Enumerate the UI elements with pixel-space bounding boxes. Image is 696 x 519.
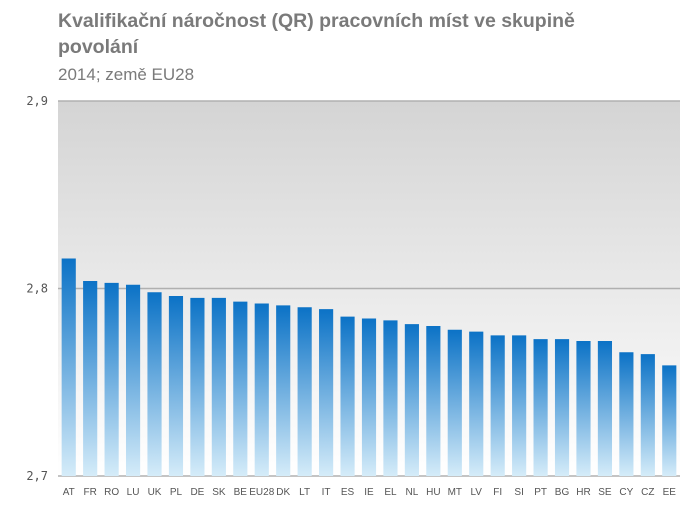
x-tick-label: ES bbox=[341, 487, 355, 498]
x-tick-label: EE bbox=[663, 487, 677, 498]
bar-cy bbox=[619, 352, 634, 476]
x-tick-label: CY bbox=[619, 487, 633, 498]
bar-bg bbox=[554, 339, 570, 476]
bar-si bbox=[512, 335, 527, 476]
bar-nl bbox=[404, 324, 419, 476]
bar-lv bbox=[469, 331, 484, 476]
bars bbox=[61, 258, 677, 476]
x-tick-label: DE bbox=[190, 487, 204, 498]
y-tick-label: 2,9 bbox=[26, 94, 48, 108]
bar-mt bbox=[447, 329, 462, 476]
bar-es bbox=[340, 316, 355, 476]
bar-hu bbox=[426, 326, 441, 476]
bar-ee bbox=[662, 365, 677, 476]
x-tick-label: PT bbox=[534, 487, 547, 498]
bar-de bbox=[190, 297, 205, 476]
bar-ie bbox=[361, 318, 377, 476]
x-tick-label: IE bbox=[364, 487, 374, 498]
y-axis-ticks: 2,7 2,8 2,9 bbox=[26, 94, 48, 483]
bar-fr bbox=[83, 281, 98, 476]
x-tick-label: UK bbox=[148, 487, 162, 498]
x-tick-label: HR bbox=[576, 487, 590, 498]
y-tick-label: 2,8 bbox=[26, 282, 48, 296]
x-tick-label: AT bbox=[63, 487, 75, 498]
x-tick-label: BE bbox=[234, 487, 248, 498]
bar-cz bbox=[640, 354, 655, 476]
x-tick-label: FR bbox=[84, 487, 97, 498]
bar-lu bbox=[125, 284, 141, 476]
x-tick-label: BG bbox=[555, 487, 570, 498]
bar-lt bbox=[297, 307, 312, 476]
x-tick-label: SI bbox=[514, 487, 523, 498]
bar-eu28 bbox=[254, 303, 269, 476]
bar-dk bbox=[276, 305, 291, 476]
chart-subtitle: 2014; země EU28 bbox=[58, 65, 195, 84]
bar-se bbox=[597, 341, 613, 476]
x-tick-label: DK bbox=[276, 487, 290, 498]
x-tick-label: LT bbox=[299, 487, 310, 498]
bar-fi bbox=[490, 335, 505, 476]
bar-el bbox=[383, 320, 398, 476]
bar-hr bbox=[576, 341, 591, 476]
x-tick-label: SK bbox=[212, 487, 226, 498]
x-tick-label: CZ bbox=[641, 487, 654, 498]
x-tick-label: EL bbox=[384, 487, 397, 498]
x-tick-label: MT bbox=[448, 487, 462, 498]
bar-be bbox=[233, 301, 248, 476]
y-tick-label: 2,7 bbox=[26, 469, 48, 483]
x-axis-labels: AT FR RO LU UK PL DE SK BE EU28 DK LT IT ES IE EL NL HU MT… bbox=[63, 487, 677, 498]
x-tick-label: LU bbox=[127, 487, 140, 498]
bar-it bbox=[319, 309, 334, 476]
bar-sk bbox=[211, 297, 226, 476]
x-tick-label: LV bbox=[470, 487, 482, 498]
bar-pl bbox=[168, 296, 184, 476]
x-tick-label: FI bbox=[493, 487, 502, 498]
bar-pt bbox=[533, 339, 548, 476]
bar-ro bbox=[104, 282, 119, 476]
x-tick-label: PL bbox=[170, 487, 183, 498]
bar-uk bbox=[147, 292, 162, 476]
x-tick-label: NL bbox=[405, 487, 418, 498]
x-tick-label: HU bbox=[426, 487, 440, 498]
chart-title: Kvalifikační náročnost (QR) pracovních m… bbox=[58, 10, 575, 58]
x-tick-label: RO bbox=[104, 487, 119, 498]
x-tick-label: IT bbox=[322, 487, 331, 498]
bar-at bbox=[61, 258, 76, 476]
x-tick-label: EU28 bbox=[249, 487, 274, 498]
x-tick-label: SE bbox=[598, 487, 612, 498]
